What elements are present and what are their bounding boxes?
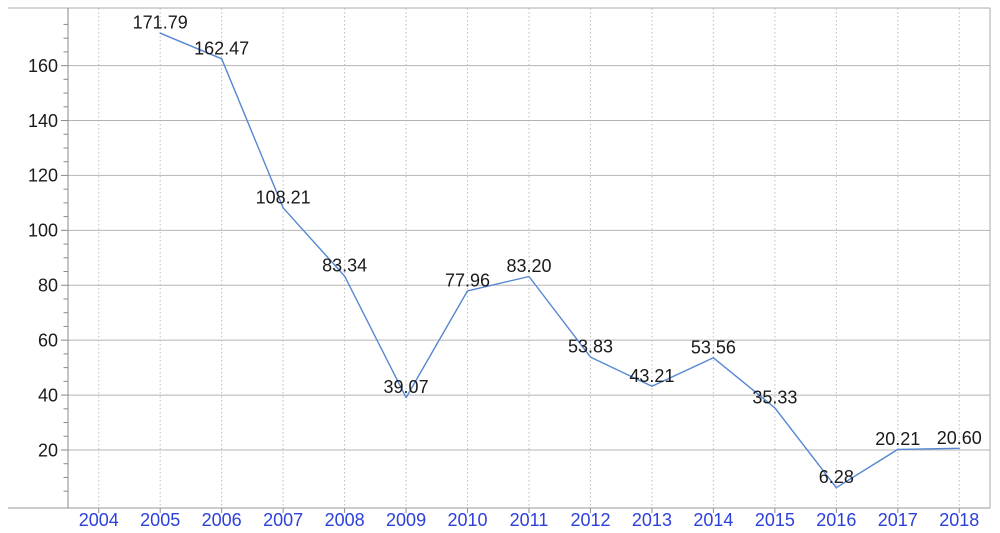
- x-tick-label: 2014: [693, 510, 733, 530]
- value-label: 162.47: [194, 38, 249, 58]
- value-label: 6.28: [819, 467, 854, 487]
- data-line: [159, 32, 960, 489]
- value-label: 53.56: [691, 337, 736, 357]
- x-tick-label: 2015: [755, 510, 795, 530]
- x-tick-label: 2005: [140, 510, 180, 530]
- value-label: 43.21: [629, 366, 674, 386]
- x-tick-label: 2004: [79, 510, 119, 530]
- x-tick-label: 2006: [202, 510, 242, 530]
- x-tick-label: 2018: [939, 510, 979, 530]
- value-label: 77.96: [445, 270, 490, 290]
- x-tick-label: 2013: [632, 510, 672, 530]
- y-tick-label: 140: [28, 111, 58, 131]
- y-tick-label: 40: [38, 385, 58, 405]
- x-tick-label: 2012: [570, 510, 610, 530]
- x-tick-label: 2011: [510, 510, 549, 530]
- value-label: 171.79: [133, 13, 188, 33]
- value-label: 83.34: [322, 256, 367, 276]
- value-label: 35.33: [752, 387, 797, 407]
- x-tick-label: 2017: [878, 510, 918, 530]
- value-label: 108.21: [256, 187, 311, 207]
- x-tick-label: 2010: [448, 510, 488, 530]
- y-tick-label: 100: [28, 221, 58, 241]
- x-tick-label: 2009: [386, 510, 426, 530]
- x-tick-label: 2008: [325, 510, 365, 530]
- y-tick-label: 60: [38, 330, 58, 350]
- x-tick-label: 2016: [816, 510, 856, 530]
- value-label: 39.07: [384, 377, 429, 397]
- y-tick-label: 20: [38, 440, 58, 460]
- y-tick-label: 160: [28, 56, 58, 76]
- value-label: 53.83: [568, 337, 613, 357]
- value-label: 20.60: [937, 428, 982, 448]
- x-tick-label: 2007: [263, 510, 303, 530]
- y-tick-label: 120: [28, 166, 58, 186]
- y-tick-label: 80: [38, 276, 58, 296]
- value-label: 83.20: [506, 256, 551, 276]
- value-label: 20.21: [875, 429, 920, 449]
